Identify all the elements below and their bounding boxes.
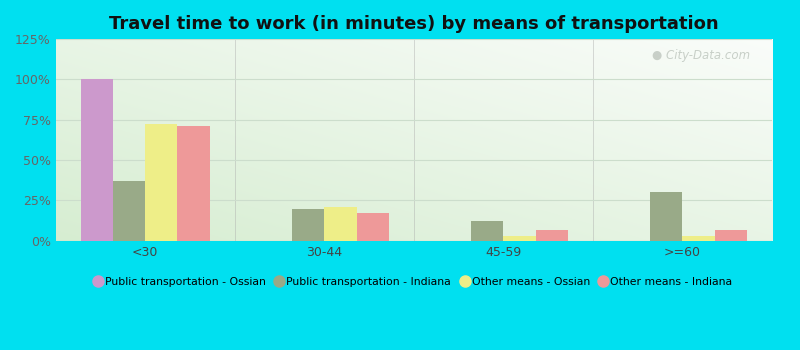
Bar bbox=[178, 126, 210, 241]
Bar bbox=[682, 236, 714, 241]
Bar bbox=[650, 193, 682, 241]
Bar bbox=[471, 222, 503, 241]
Bar bbox=[357, 214, 389, 241]
Legend: Public transportation - Ossian, Public transportation - Indiana, Other means - O: Public transportation - Ossian, Public t… bbox=[90, 273, 737, 291]
Bar bbox=[535, 230, 568, 241]
Bar bbox=[324, 207, 357, 241]
Bar bbox=[292, 209, 324, 241]
Bar bbox=[81, 79, 113, 241]
Bar bbox=[113, 181, 146, 241]
Title: Travel time to work (in minutes) by means of transportation: Travel time to work (in minutes) by mean… bbox=[109, 15, 718, 33]
Bar bbox=[503, 236, 535, 241]
Bar bbox=[146, 125, 178, 241]
Text: ● City-Data.com: ● City-Data.com bbox=[652, 49, 750, 62]
Bar bbox=[714, 230, 747, 241]
